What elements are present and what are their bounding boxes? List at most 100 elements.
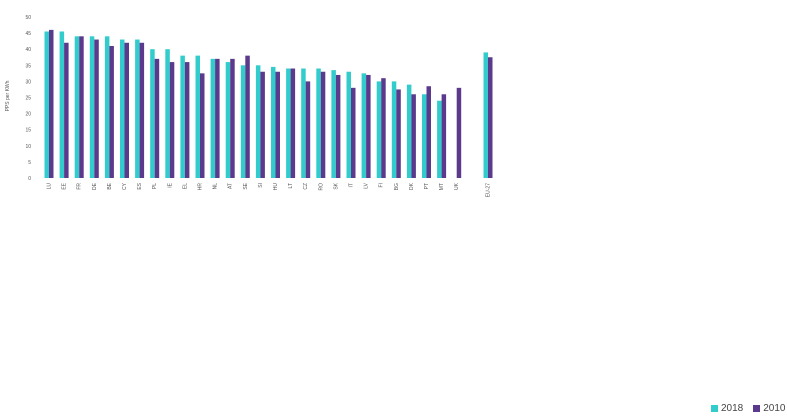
y-axis-ticks: 0 5 10 15 20 25 30 35 40 45 50: [25, 15, 31, 182]
bar-2018-LV: [361, 73, 367, 178]
y-tick-label: 45: [25, 31, 31, 37]
x-tick-label: EU-27: [486, 183, 492, 197]
bar-2018-MT: [437, 100, 442, 178]
x-tick-label: BG: [394, 183, 400, 190]
x-tick-label: SE: [243, 182, 249, 189]
bar-2010-AT: [230, 58, 235, 178]
y-tick-label: 50: [25, 15, 31, 21]
bar-2018-FR: [74, 36, 80, 178]
bar-2010-FR: [79, 36, 84, 178]
x-tick-label: LV: [364, 182, 370, 188]
x-tick-label: LT: [288, 183, 294, 188]
bar-2010-PT: [426, 86, 431, 178]
bar-2018-EE: [59, 31, 65, 178]
bar-2010-EL: [184, 62, 190, 178]
bar-2018-DE: [89, 36, 95, 178]
bar-2018-AT: [225, 62, 231, 178]
x-tick-label: PT: [424, 183, 430, 189]
bar-2018-HU: [271, 66, 276, 178]
x-axis-ticks: LU EE FR DE BE CY ES PL IE EL HR NL AT SE SI HU LT CZ RO SK…: [47, 182, 492, 197]
bar-2018-PT: [422, 94, 427, 178]
x-tick-label: UK: [454, 182, 460, 190]
bar-2010-SE: [245, 55, 250, 178]
x-tick-label: DE: [92, 182, 98, 190]
y-tick-label: 0: [28, 176, 31, 182]
bar-2018-SK: [331, 70, 336, 178]
bar-2010-NL: [215, 58, 220, 178]
bar-2018-PL: [150, 49, 155, 179]
bar-2010-HU: [275, 71, 280, 178]
legend-label-2018: 2018: [721, 403, 744, 414]
bar-2018-CY: [120, 39, 125, 178]
x-tick-label: IT: [349, 183, 355, 187]
y-tick-label: 40: [25, 47, 31, 53]
y-tick-label: 10: [25, 144, 31, 150]
bar-2010-EU-27: [488, 57, 493, 178]
bar-2010-IT: [351, 87, 356, 178]
bar-2010-MT: [441, 94, 447, 178]
bar-2018-DK: [406, 84, 412, 178]
bar-2010-CY: [124, 42, 129, 179]
bar-2010-CZ: [305, 81, 311, 178]
x-tick-label: SK: [333, 182, 339, 189]
x-tick-label: FR: [77, 183, 83, 190]
x-tick-label: ES: [137, 182, 143, 189]
y-tick-label: 15: [25, 128, 31, 134]
x-tick-label: LU: [47, 183, 53, 190]
x-tick-label: CZ: [303, 183, 309, 190]
bar-2010-DK: [411, 94, 416, 178]
bar-2018-IT: [346, 71, 351, 178]
legend-item-2010: 2010: [753, 403, 786, 414]
bar-2018-LT: [286, 68, 291, 178]
bar-2018-CZ: [301, 68, 306, 178]
x-tick-label: AT: [228, 183, 234, 189]
bar-2010-SI: [260, 71, 265, 178]
bar-2010-UK: [456, 87, 462, 178]
bar-2010-SK: [335, 74, 341, 178]
bars: [44, 29, 493, 179]
bar-2010-PL: [154, 58, 160, 178]
legend-swatch-2010: [753, 405, 761, 412]
x-tick-label: EL: [182, 183, 188, 189]
bar-2010-ES: [139, 42, 145, 179]
bar-2018-EU-27: [483, 52, 488, 178]
x-tick-label: PL: [152, 183, 158, 189]
y-tick-label: 25: [25, 96, 31, 102]
legend-item-2018: 2018: [711, 403, 743, 414]
bar-2010-RO: [320, 71, 326, 178]
y-axis-label-group: PPS per KWh: [5, 80, 11, 111]
bar-2010-BG: [396, 89, 401, 178]
x-tick-label: FI: [379, 183, 385, 187]
x-tick-label: BE: [107, 182, 113, 189]
x-tick-label: DK: [409, 182, 415, 190]
legend-swatch-2018: [711, 405, 718, 412]
x-tick-label: HU: [273, 183, 279, 191]
bar-2018-RO: [316, 68, 321, 178]
x-tick-label: EE: [62, 182, 68, 189]
x-tick-label: RO: [318, 183, 324, 191]
bar-2018-SE: [240, 65, 246, 178]
bar-2010-LV: [366, 74, 371, 178]
bar-2018-BE: [104, 36, 110, 178]
bar-2018-IE: [165, 49, 170, 179]
bar-2018-FI: [376, 81, 382, 178]
x-tick-label: IE: [167, 182, 173, 187]
x-tick-label: CY: [122, 182, 128, 190]
y-axis-label: PPS per KWh: [5, 80, 11, 111]
bar-2010-HR: [200, 73, 205, 178]
bar-2018-NL: [210, 58, 216, 178]
x-tick-label: SI: [258, 183, 264, 188]
x-tick-label: MT: [439, 183, 445, 190]
bar-2018-SI: [255, 65, 261, 178]
bar-2010-FI: [381, 78, 386, 178]
y-tick-label: 5: [28, 160, 31, 166]
bar-2010-BE: [109, 45, 114, 179]
legend: 2018 2010: [711, 403, 786, 414]
bar-2010-IE: [169, 62, 175, 178]
bar-2018-LU: [44, 31, 49, 178]
y-tick-label: 20: [25, 112, 31, 118]
bar-2018-EL: [180, 55, 185, 178]
bar-2010-DE: [94, 39, 99, 178]
bar-2018-ES: [135, 39, 140, 178]
